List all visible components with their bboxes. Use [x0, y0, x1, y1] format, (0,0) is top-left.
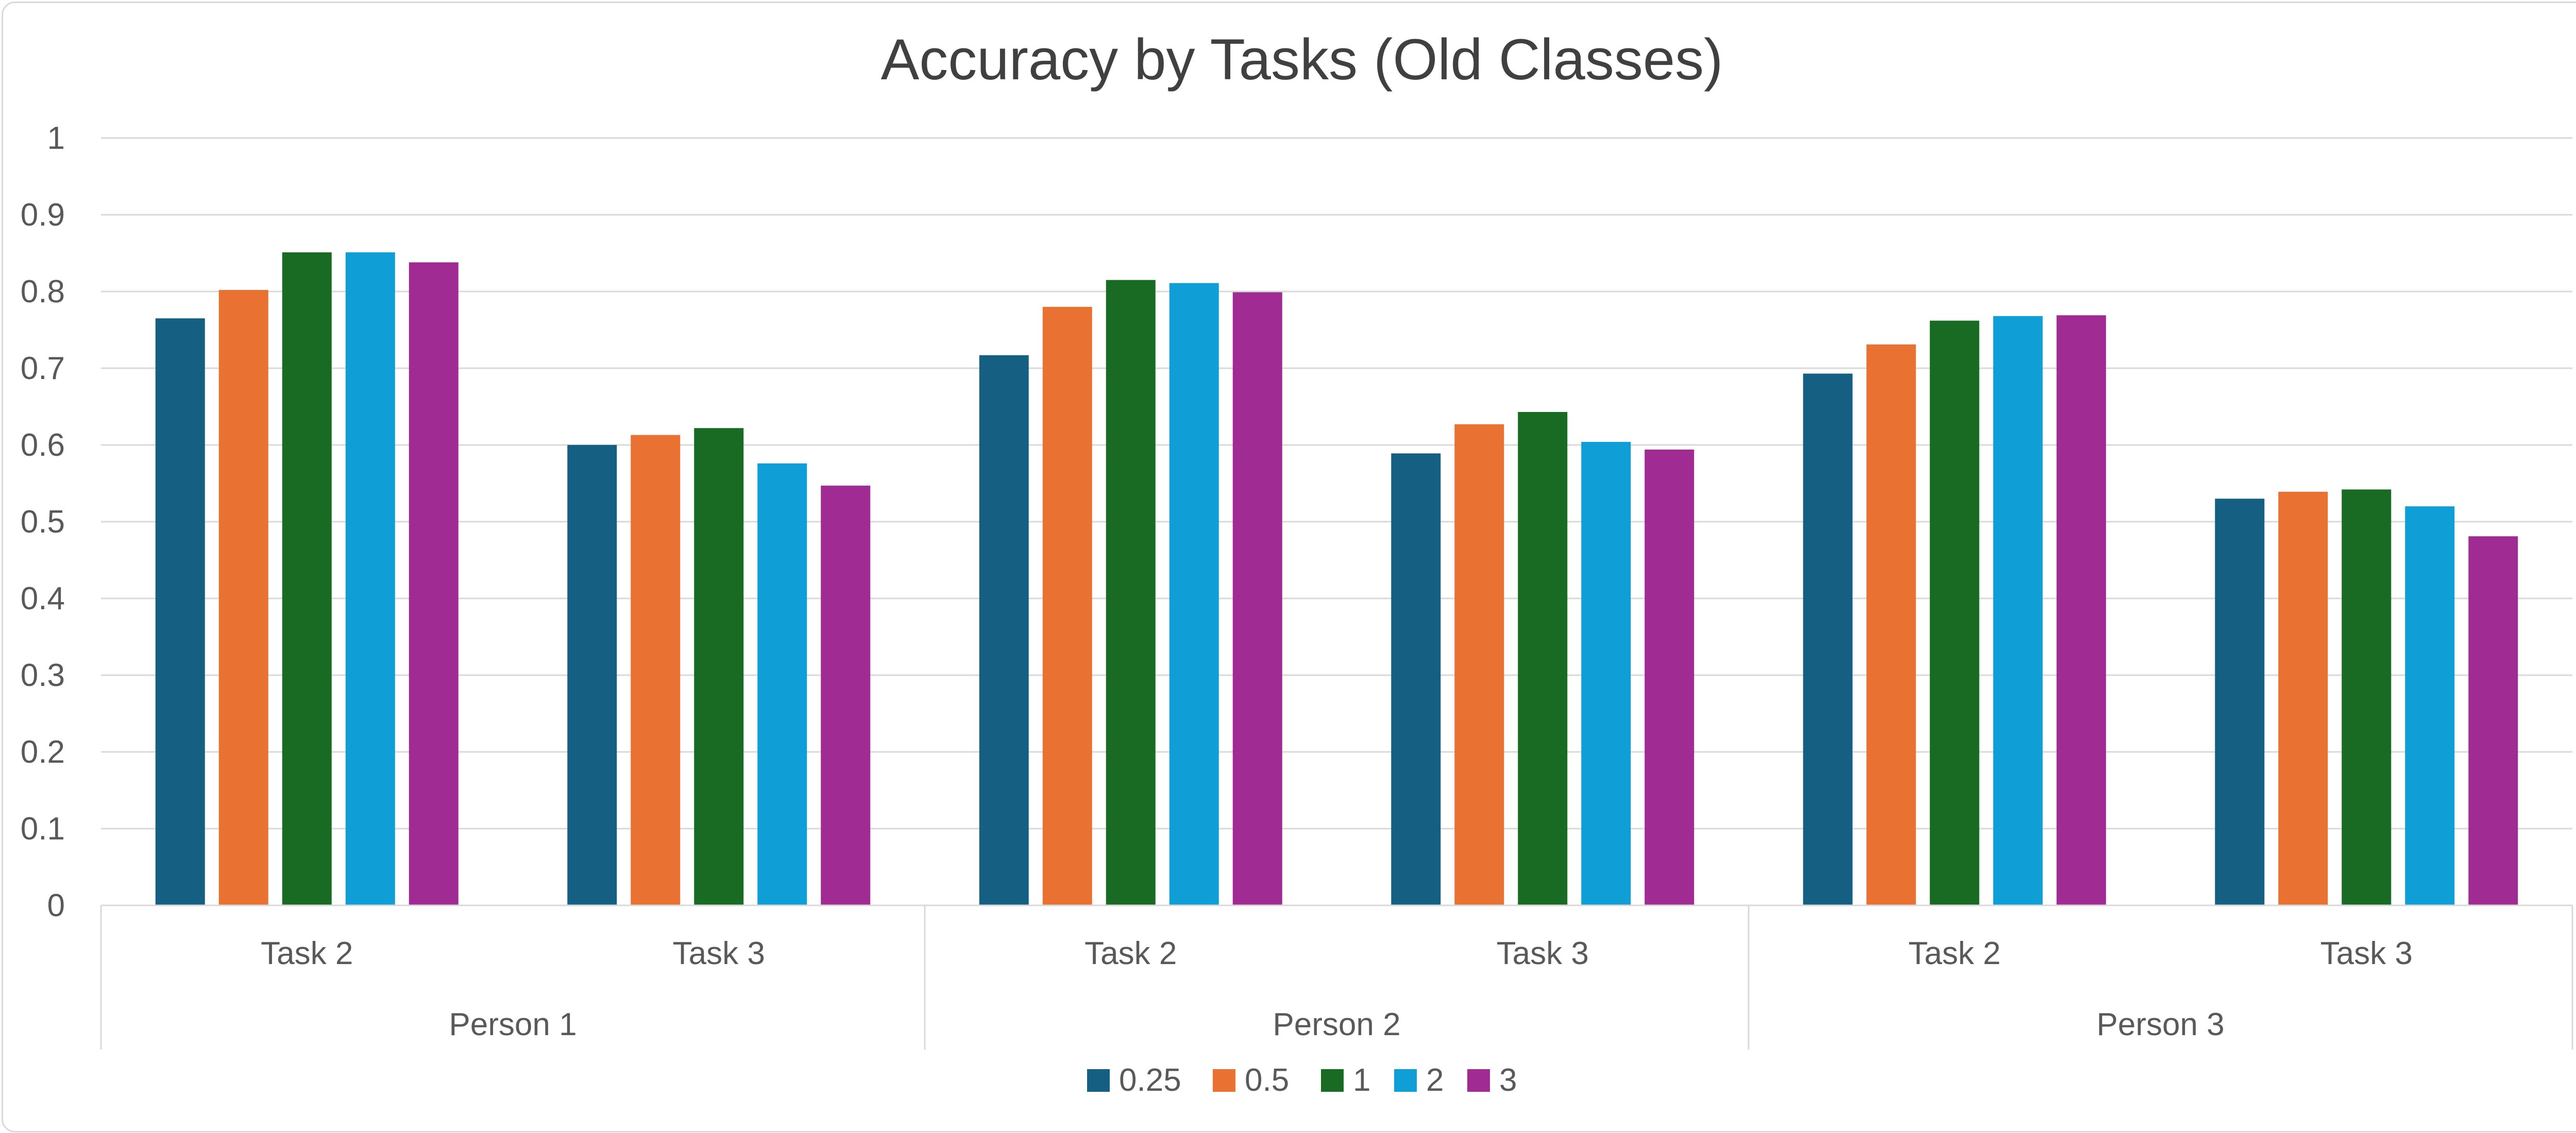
bar-1-2[interactable] [694, 428, 744, 905]
bar-0.5-2[interactable] [631, 435, 681, 905]
bar-1-4[interactable] [1518, 411, 1568, 905]
bar-3-5[interactable] [2056, 315, 2106, 906]
x-axis: Task 2 Task 3 Task 2 Task 3 Task 2 Task 3 Pers… [100, 904, 2573, 1050]
legend-item-3[interactable]: 3 [1467, 1062, 1517, 1098]
bar-0.25-2[interactable] [567, 445, 617, 905]
group-label: Person 1 [449, 1007, 577, 1042]
y-tick-label: 0.6 [21, 427, 65, 463]
legend-swatch [1467, 1069, 1490, 1092]
bar-0.25-1[interactable] [155, 318, 205, 905]
y-tick-label: 1 [47, 121, 65, 156]
bar-0.25-3[interactable] [979, 355, 1029, 906]
y-tick-label: 0 [47, 888, 65, 923]
y-tick-label: 0.1 [21, 811, 65, 847]
y-tick-label: 0.5 [21, 504, 65, 540]
y-axis: 0 0.1 0.2 0.3 0.4 0.5 0.6 0.7 0.8 0.9 1 [21, 121, 65, 923]
y-tick-label: 0.3 [21, 658, 65, 693]
y-tick-label: 0.4 [21, 581, 65, 616]
legend-label: 2 [1426, 1062, 1444, 1098]
legend-label: 0.25 [1119, 1062, 1181, 1098]
y-tick-label: 0.9 [21, 197, 65, 233]
group-label: Person 2 [1273, 1007, 1400, 1042]
x-tick-label: Task 3 [2320, 936, 2413, 971]
bar-chart: Accuracy by Tasks (Old Classes) 00.10.20… [21, 27, 2573, 1098]
bar-0.25-6[interactable] [2215, 499, 2265, 905]
chart-title: Accuracy by Tasks (Old Classes) [881, 27, 1723, 92]
bar-0.25-4[interactable] [1391, 453, 1441, 905]
legend-item-0.5[interactable]: 0.5 [1213, 1062, 1289, 1098]
bar-2-3[interactable] [1169, 283, 1219, 905]
bar-0.5-6[interactable] [2278, 491, 2328, 905]
x-tick-label: Task 3 [673, 936, 765, 971]
legend-swatch [1321, 1069, 1344, 1092]
bar-2-2[interactable] [757, 463, 807, 905]
legend-swatch [1213, 1069, 1235, 1092]
bar-1-3[interactable] [1106, 280, 1156, 905]
bar-3-4[interactable] [1645, 449, 1694, 905]
legend-item-1[interactable]: 1 [1321, 1062, 1370, 1098]
group-label: Person 3 [2096, 1007, 2224, 1042]
bars [155, 252, 2518, 906]
bar-2-6[interactable] [2405, 506, 2455, 905]
legend-item-2[interactable]: 2 [1394, 1062, 1444, 1098]
y-tick-label: 0.2 [21, 734, 65, 770]
bar-0.5-5[interactable] [1866, 344, 1916, 905]
gridlines [101, 137, 2572, 830]
bar-1-1[interactable] [282, 252, 332, 905]
legend-item-0.25[interactable]: 0.25 [1087, 1062, 1181, 1098]
y-tick-label: 0.7 [21, 351, 65, 386]
bar-3-1[interactable] [409, 262, 459, 905]
bar-2-4[interactable] [1581, 442, 1631, 905]
x-tick-label: Task 2 [261, 936, 353, 971]
bar-0.25-5[interactable] [1803, 373, 1853, 906]
x-tick-label: Task 2 [1084, 936, 1177, 971]
legend-swatch [1087, 1069, 1110, 1092]
bar-3-2[interactable] [821, 485, 871, 905]
legend-label: 1 [1353, 1062, 1370, 1098]
bar-0.5-1[interactable] [218, 290, 268, 905]
bar-2-5[interactable] [1993, 316, 2043, 906]
legend-label: 3 [1499, 1062, 1517, 1098]
bar-3-6[interactable] [2468, 536, 2518, 905]
y-tick-label: 0.8 [21, 274, 65, 310]
x-tick-label: Task 3 [1497, 936, 1589, 971]
bar-1-5[interactable] [1929, 320, 1979, 905]
x-tick-label: Task 2 [1908, 936, 2001, 971]
legend-label: 0.5 [1245, 1062, 1289, 1098]
bar-2-1[interactable] [345, 252, 395, 905]
bar-3-3[interactable] [1232, 292, 1282, 905]
legend-swatch [1394, 1069, 1417, 1092]
bar-0.5-3[interactable] [1042, 306, 1092, 905]
legend[interactable]: 0.25 0.5 1 2 3 [1087, 1062, 1517, 1098]
bar-1-6[interactable] [2342, 489, 2392, 905]
bar-0.5-4[interactable] [1454, 424, 1504, 905]
